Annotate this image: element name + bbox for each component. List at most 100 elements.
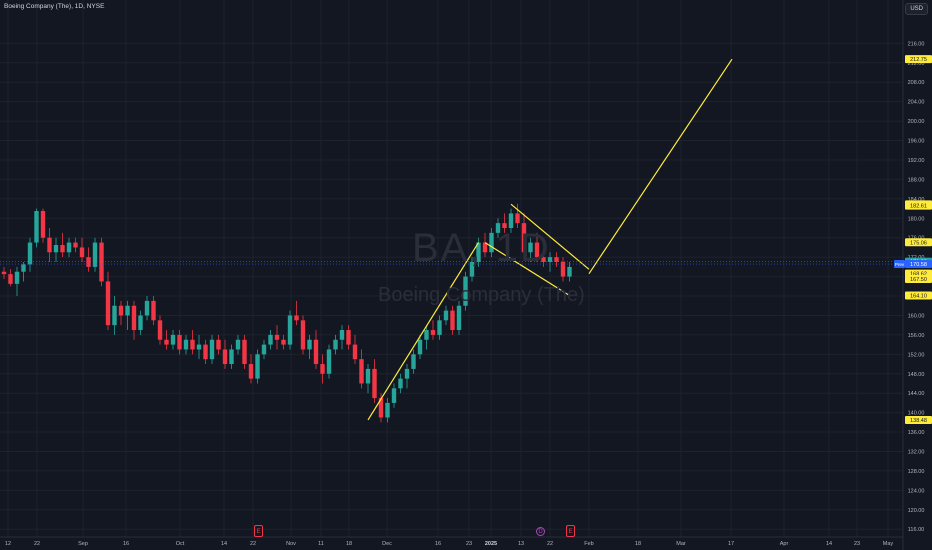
candle-body [411,354,416,369]
candle-body [339,330,345,340]
candle-body [541,257,546,263]
candle-body [391,388,397,403]
x-tick-label: Feb [584,541,593,547]
candle-body [547,257,553,263]
x-tick-label: 14 [221,541,227,547]
candle-body [21,264,26,272]
y-tick-label: 132.00 [908,449,925,455]
candle-body [359,359,364,384]
candle-body [47,237,52,253]
watermark-name: Boeing Company (The) [378,284,585,306]
candle-body [99,242,104,282]
chart-title: Boeing Company (The), 1D, NYSE [4,3,105,10]
x-tick-label: 17 [728,541,734,547]
candle-body [346,330,351,345]
y-tick-label: 156.00 [908,333,925,339]
earnings-icon[interactable]: E [566,525,575,537]
candle-body [34,210,39,243]
y-tick-label: 144.00 [908,391,925,397]
candle-body [502,223,507,228]
candle-body [92,242,98,267]
price-label-bg [905,291,932,300]
y-tick-label: 116.00 [908,527,924,533]
price-label: 182.61 [910,204,927,210]
x-tick-label: 18 [635,541,641,547]
y-tick-label: 200.00 [908,119,925,125]
candle-body [242,339,247,365]
candle-body [164,339,169,345]
candle-body [1,271,7,275]
price-label-prefix: Prev [895,262,905,267]
candle-body [287,315,293,345]
earnings-icon[interactable]: E [254,525,263,537]
y-tick-label: 148.00 [908,372,925,378]
candle-body [209,339,215,360]
candle-body [469,262,475,277]
x-tick-label: 22 [250,541,256,547]
y-tick-label: 212.00 [908,61,925,67]
y-tick-label: 184.00 [908,197,925,203]
price-axis[interactable]: 116.00 120.00 124.00 128.00 132.00 136.00 140.… [894,0,932,550]
price-label-bg [905,55,932,64]
candle-body [196,344,202,350]
candle-body [157,320,163,340]
x-tick-label: 22 [34,541,40,547]
price-label: 167.50 [910,277,927,283]
price-label-bg [905,275,932,284]
candle-body [73,242,78,248]
candle-body [456,305,462,331]
candle-body [138,315,143,331]
candle-body [489,232,494,253]
candle-body [248,364,254,379]
drawings[interactable] [367,58,733,421]
candle-body [333,339,338,350]
candle-body [274,334,280,340]
candle-body [203,344,208,360]
candle-body [521,223,527,253]
dividend-icon[interactable]: D [536,527,545,536]
candle-body [495,223,501,233]
candle-body [170,334,176,345]
watermark-ticker: BA, 1D [412,226,551,270]
candle-body [105,281,111,326]
x-tick-label: 16 [123,541,129,547]
x-tick-label: 16 [435,541,441,547]
y-tick-label: 204.00 [908,100,925,106]
flag-upper-line [510,203,590,270]
candle-body [144,300,150,316]
candle-body [320,364,325,374]
current-price-lines [0,261,903,265]
y-tick-label: 216.00 [908,41,925,47]
candle-body [14,271,20,284]
price-label: 175.06 [910,240,927,246]
candle-body [463,276,468,306]
x-tick-label: 12 [5,541,11,547]
candle-body [294,315,299,321]
y-tick-label: 180.00 [908,216,925,222]
price-label: 212.75 [910,57,927,63]
x-tick-label: 11 [318,541,324,547]
time-axis[interactable]: 12 22 Sep 16 Oct 14 22 Nov 11 18 Dec 16 23 2025 13 22 Fe… [0,536,903,547]
x-tick-label: 23 [466,541,472,547]
rally-trendline [367,242,480,421]
price-label: 170.58 [910,262,927,268]
y-tick-label: 136.00 [908,430,925,436]
grid-lines [0,0,903,537]
price-label: 164.10 [910,294,927,300]
currency-button[interactable]: USD [905,3,928,15]
candle-body [372,368,377,399]
candle-body [424,330,429,340]
candle-body [229,349,234,365]
candle-body [515,213,520,224]
candle-body [53,245,59,253]
candle-body [79,247,85,258]
candle-body [430,330,436,335]
candle-body [255,354,260,379]
x-tick-label: Dec [382,541,392,547]
candle-body [352,344,358,360]
candle-body [222,349,228,365]
candle-body [268,334,273,345]
candle-body [261,344,267,355]
candle-body [125,305,130,316]
